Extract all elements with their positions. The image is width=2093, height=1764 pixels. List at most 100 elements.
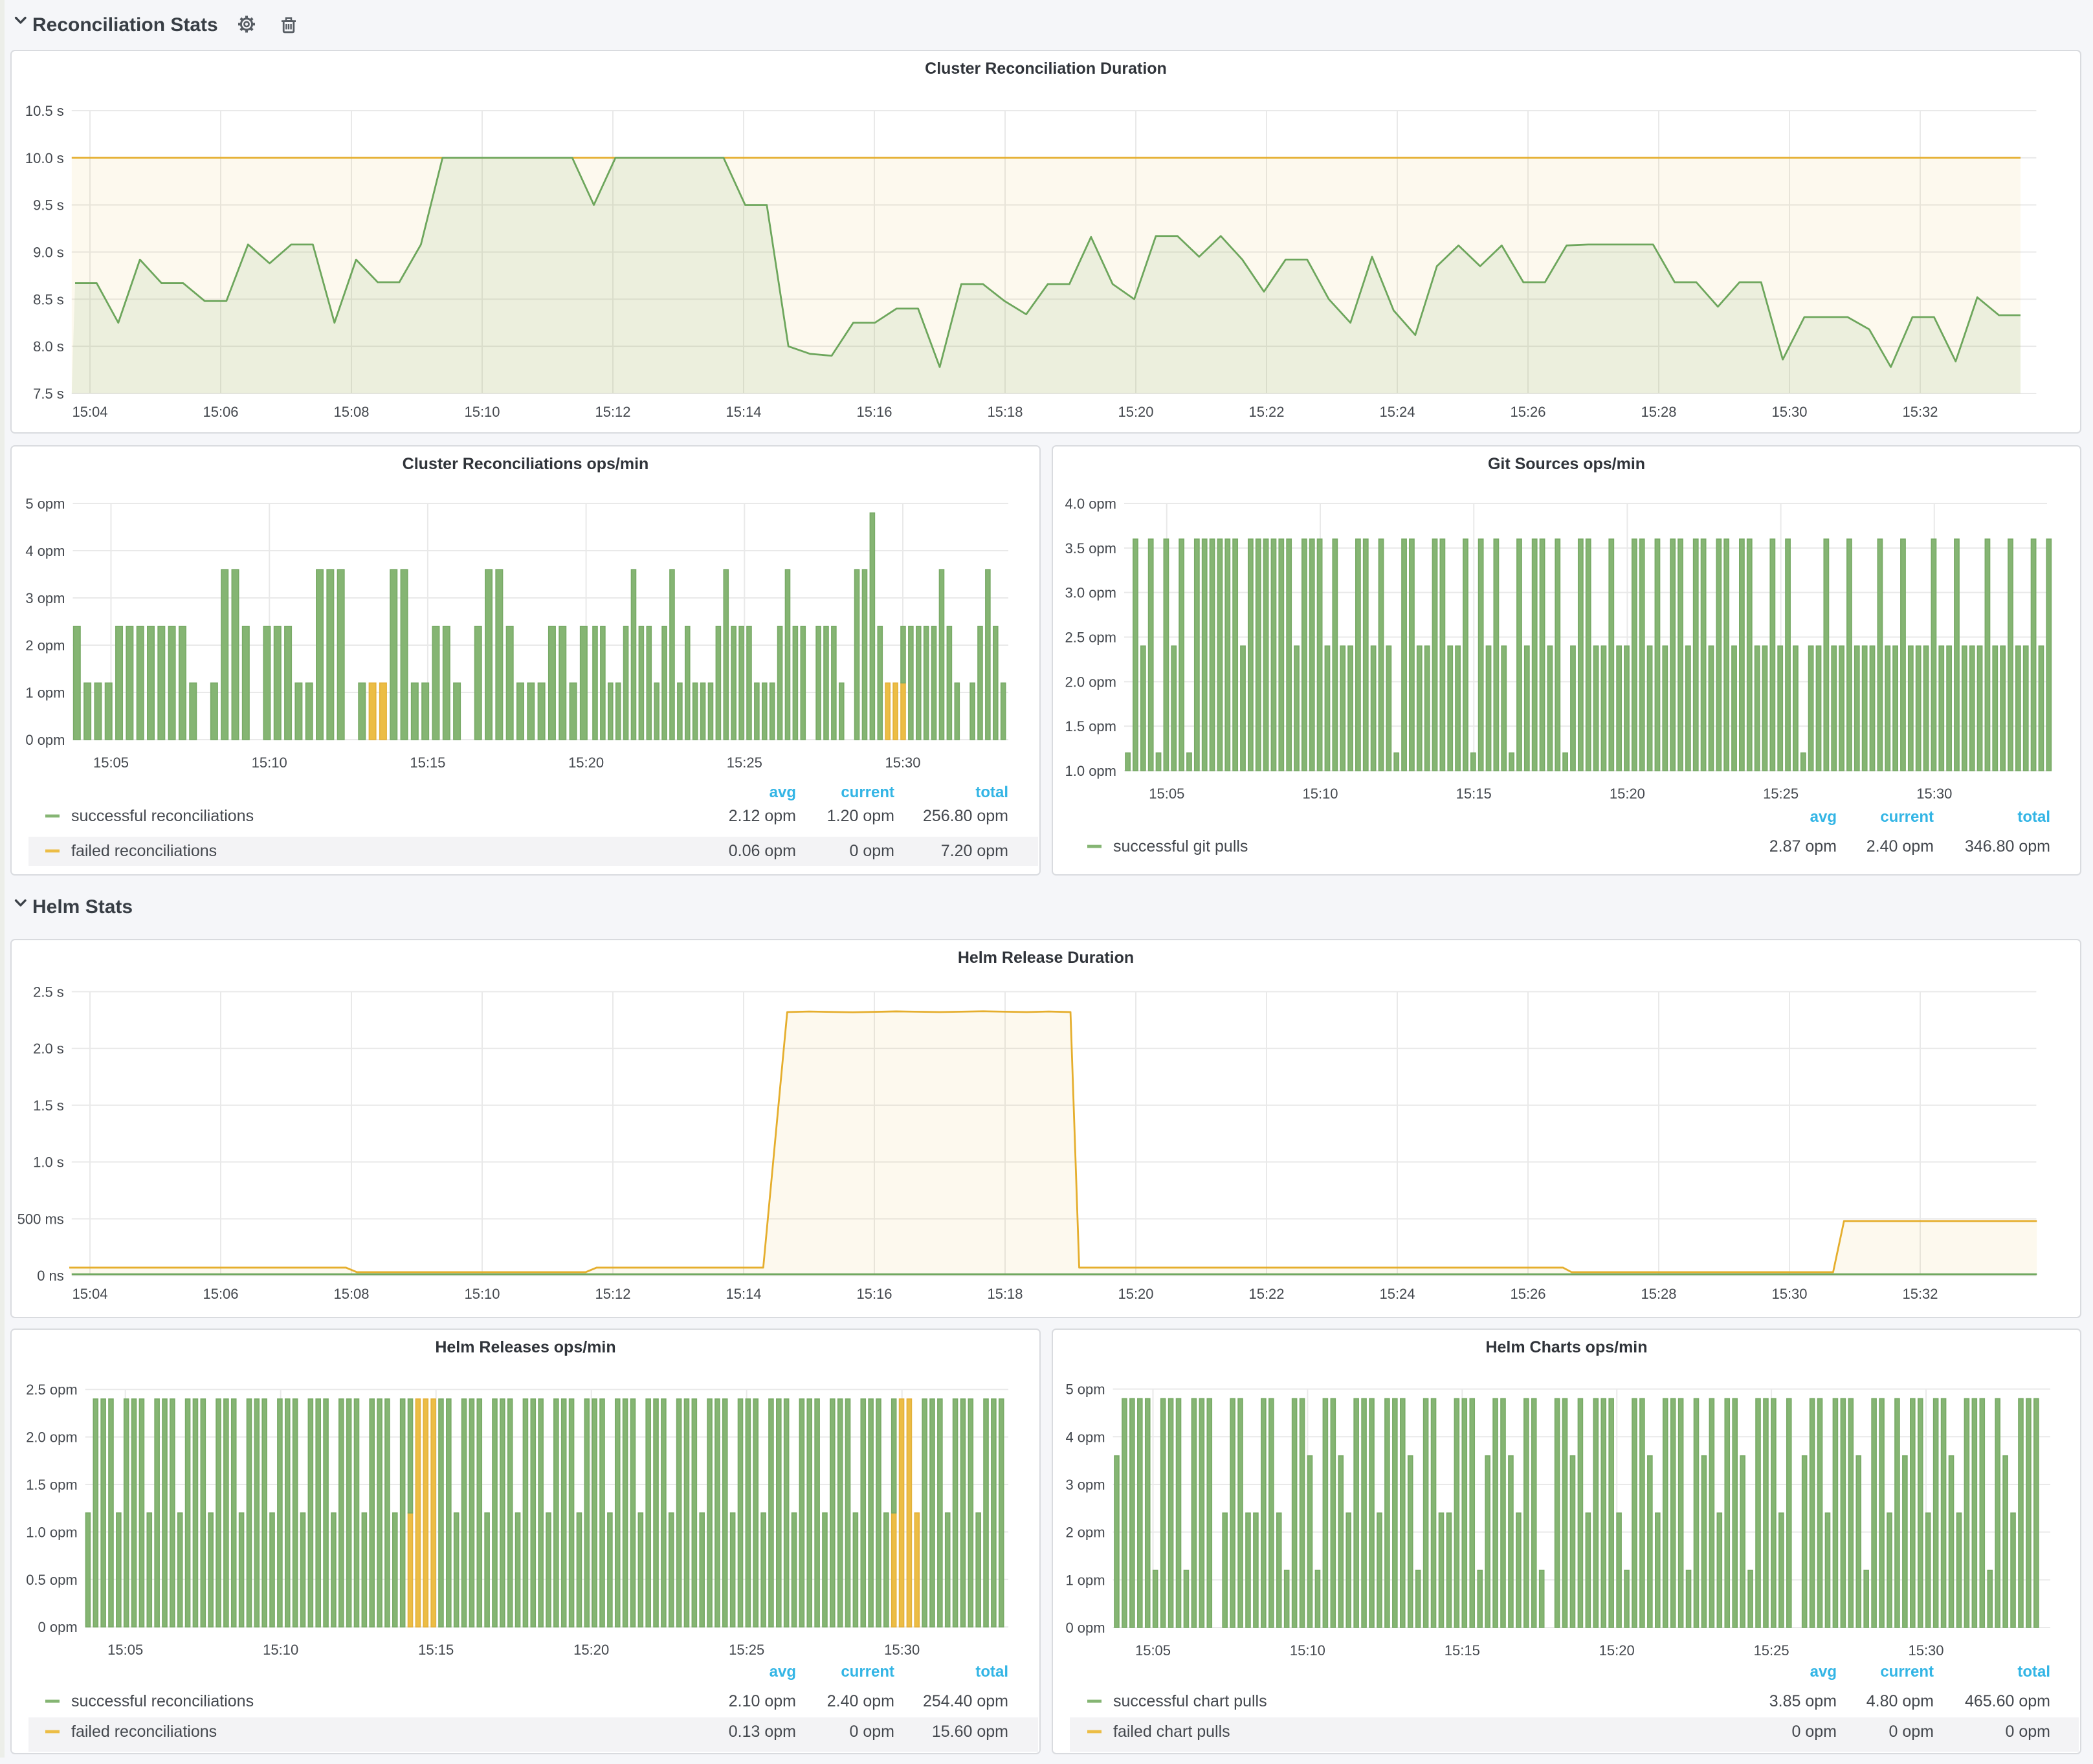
svg-text:15:20: 15:20: [1610, 786, 1645, 802]
svg-text:15:24: 15:24: [1379, 404, 1415, 420]
svg-text:15:20: 15:20: [1599, 1642, 1635, 1659]
svg-text:successful git pulls: successful git pulls: [1113, 837, 1248, 855]
svg-text:256.80 opm: 256.80 opm: [923, 807, 1008, 825]
svg-text:successful reconciliations: successful reconciliations: [71, 1692, 254, 1710]
svg-text:0 opm: 0 opm: [1065, 1620, 1105, 1636]
svg-text:15:14: 15:14: [725, 404, 761, 420]
svg-text:15:05: 15:05: [107, 1642, 143, 1658]
svg-text:0.06 opm: 0.06 opm: [729, 842, 796, 860]
svg-text:15:12: 15:12: [595, 1286, 630, 1302]
svg-text:1.5 opm: 1.5 opm: [26, 1477, 78, 1493]
svg-text:5 opm: 5 opm: [25, 496, 65, 512]
svg-text:15:10: 15:10: [263, 1642, 298, 1658]
svg-text:1.5 opm: 1.5 opm: [1065, 718, 1117, 734]
svg-text:10.5 s: 10.5 s: [25, 103, 64, 119]
svg-text:15:10: 15:10: [1302, 786, 1338, 802]
svg-text:current: current: [841, 784, 894, 801]
svg-text:15:10: 15:10: [464, 404, 500, 420]
svg-text:15:30: 15:30: [1908, 1642, 1944, 1659]
svg-text:current: current: [841, 1663, 894, 1681]
svg-text:15:25: 15:25: [729, 1642, 764, 1658]
svg-text:failed chart pulls: failed chart pulls: [1113, 1723, 1230, 1741]
svg-text:3.85 opm: 3.85 opm: [1769, 1692, 1837, 1710]
svg-text:1.0 opm: 1.0 opm: [26, 1524, 78, 1540]
svg-text:15:15: 15:15: [1456, 786, 1492, 802]
svg-text:15:28: 15:28: [1641, 1286, 1676, 1302]
svg-text:15:08: 15:08: [333, 1286, 369, 1302]
svg-text:10.0 s: 10.0 s: [25, 150, 64, 166]
svg-text:2.40 opm: 2.40 opm: [827, 1692, 894, 1710]
svg-text:avg: avg: [1810, 1663, 1837, 1681]
svg-text:4.0 opm: 4.0 opm: [1065, 496, 1117, 512]
svg-text:1.5 s: 1.5 s: [33, 1097, 64, 1114]
svg-text:15:04: 15:04: [72, 404, 107, 420]
svg-text:15:10: 15:10: [464, 1286, 500, 1302]
svg-text:successful chart pulls: successful chart pulls: [1113, 1692, 1267, 1710]
svg-text:Helm Releases ops/min: Helm Releases ops/min: [435, 1338, 615, 1356]
svg-text:0 opm: 0 opm: [850, 842, 894, 860]
svg-text:254.40 opm: 254.40 opm: [923, 1692, 1008, 1710]
svg-text:3 opm: 3 opm: [1065, 1477, 1105, 1493]
svg-text:15:32: 15:32: [1902, 1286, 1938, 1302]
svg-text:15:15: 15:15: [418, 1642, 454, 1658]
svg-text:1.0 s: 1.0 s: [33, 1154, 64, 1171]
svg-text:2.0 opm: 2.0 opm: [1065, 674, 1117, 690]
svg-text:1 opm: 1 opm: [1065, 1572, 1105, 1588]
svg-text:15:26: 15:26: [1510, 1286, 1545, 1302]
svg-text:failed reconciliations: failed reconciliations: [71, 1723, 217, 1741]
svg-text:2.0 opm: 2.0 opm: [26, 1429, 78, 1446]
svg-text:15:06: 15:06: [203, 404, 238, 420]
svg-text:15:30: 15:30: [885, 755, 920, 771]
svg-text:15:20: 15:20: [1118, 404, 1153, 420]
svg-text:15:06: 15:06: [203, 1286, 238, 1302]
svg-text:15.60 opm: 15.60 opm: [932, 1723, 1008, 1741]
svg-text:1 opm: 1 opm: [25, 685, 65, 701]
svg-text:15:30: 15:30: [1771, 1286, 1807, 1302]
svg-text:total: total: [975, 784, 1008, 801]
svg-text:8.0 s: 8.0 s: [33, 338, 64, 355]
svg-text:Helm Charts ops/min: Helm Charts ops/min: [1485, 1338, 1647, 1356]
svg-text:total: total: [2017, 808, 2050, 826]
svg-text:15:25: 15:25: [727, 755, 762, 771]
svg-text:2.5 s: 2.5 s: [33, 984, 64, 1000]
svg-text:2.40 opm: 2.40 opm: [1866, 837, 1934, 855]
svg-text:failed reconciliations: failed reconciliations: [71, 842, 217, 860]
svg-text:15:30: 15:30: [884, 1642, 920, 1658]
svg-text:5 opm: 5 opm: [1065, 1382, 1105, 1398]
svg-text:2.10 opm: 2.10 opm: [729, 1692, 796, 1710]
svg-text:15:15: 15:15: [1445, 1642, 1480, 1659]
svg-text:total: total: [975, 1663, 1008, 1681]
svg-text:2.87 opm: 2.87 opm: [1769, 837, 1837, 855]
svg-text:15:20: 15:20: [573, 1642, 609, 1658]
svg-text:15:32: 15:32: [1902, 404, 1938, 420]
svg-text:15:22: 15:22: [1248, 1286, 1284, 1302]
svg-text:15:05: 15:05: [93, 755, 129, 771]
svg-text:15:04: 15:04: [72, 1286, 107, 1302]
svg-text:15:28: 15:28: [1641, 404, 1676, 420]
svg-text:15:10: 15:10: [252, 755, 287, 771]
svg-text:1.0 opm: 1.0 opm: [1065, 763, 1117, 779]
svg-text:Cluster Reconciliation Duratio: Cluster Reconciliation Duration: [925, 60, 1167, 78]
svg-text:15:18: 15:18: [987, 404, 1023, 420]
svg-text:15:12: 15:12: [595, 404, 630, 420]
svg-text:3 opm: 3 opm: [25, 590, 65, 606]
svg-text:2 opm: 2 opm: [25, 637, 65, 654]
svg-text:4 opm: 4 opm: [25, 543, 65, 559]
svg-text:15:22: 15:22: [1248, 404, 1284, 420]
svg-text:0.13 opm: 0.13 opm: [729, 1723, 796, 1741]
svg-text:465.60 opm: 465.60 opm: [1965, 1692, 2050, 1710]
svg-text:avg: avg: [1810, 808, 1837, 826]
svg-text:current: current: [1880, 1663, 1934, 1681]
svg-text:2.5 opm: 2.5 opm: [26, 1382, 78, 1398]
svg-text:500 ms: 500 ms: [17, 1211, 64, 1227]
svg-text:7.5 s: 7.5 s: [33, 386, 64, 402]
svg-text:current: current: [1880, 808, 1934, 826]
svg-text:Helm Stats: Helm Stats: [32, 896, 133, 918]
svg-text:9.5 s: 9.5 s: [33, 197, 64, 214]
svg-text:avg: avg: [770, 1663, 796, 1681]
svg-text:4 opm: 4 opm: [1065, 1429, 1105, 1445]
svg-text:15:08: 15:08: [333, 404, 369, 420]
svg-text:15:30: 15:30: [1771, 404, 1807, 420]
svg-text:Cluster Reconciliations ops/mi: Cluster Reconciliations ops/min: [403, 455, 649, 473]
svg-text:successful reconciliations: successful reconciliations: [71, 807, 254, 825]
